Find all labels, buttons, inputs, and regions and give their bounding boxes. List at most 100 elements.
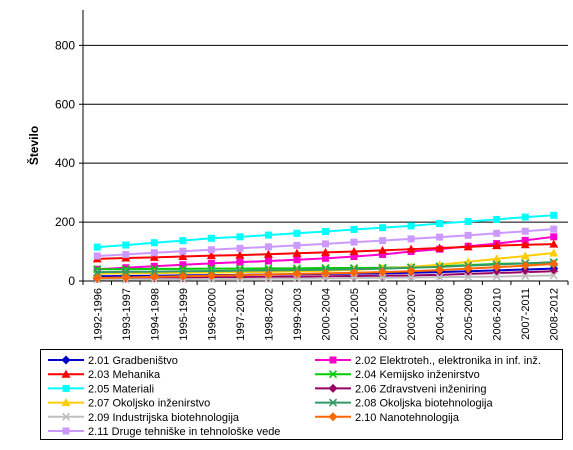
data-point xyxy=(293,241,301,249)
data-point xyxy=(292,269,302,279)
data-point xyxy=(149,252,159,261)
data-point xyxy=(350,238,358,246)
data-point xyxy=(492,241,502,250)
data-point xyxy=(521,213,529,221)
x-tick-label: 2007-2011 xyxy=(520,288,532,340)
data-point xyxy=(150,267,159,276)
legend-label: 2.11 Druge tehniške in tehnološke vede xyxy=(88,426,280,438)
data-point xyxy=(264,231,272,239)
legend-item: 2.04 Kemijsko inženirstvo xyxy=(315,369,480,381)
data-point xyxy=(321,274,330,283)
data-point xyxy=(493,215,501,223)
legend-label: 2.04 Kemijsko inženirstvo xyxy=(355,369,480,381)
data-point xyxy=(520,261,530,271)
data-point xyxy=(549,271,558,280)
x-tick-label: 2005-2009 xyxy=(463,288,475,341)
legend: 2.01 Gradbeništvo 2.02 Elektroteh., elekt… xyxy=(40,349,563,440)
x-tick-label: 1995-1999 xyxy=(178,288,190,341)
legend-label: 2.06 Zdravstveni inženiring xyxy=(355,383,486,395)
data-point xyxy=(406,266,416,276)
data-point xyxy=(520,251,530,260)
series xyxy=(93,211,558,251)
data-point xyxy=(349,247,359,256)
data-point xyxy=(236,244,244,252)
data-point xyxy=(328,383,338,393)
data-point xyxy=(207,246,215,254)
data-point xyxy=(378,245,388,254)
data-point xyxy=(349,268,359,278)
data-point xyxy=(322,228,329,236)
data-point xyxy=(322,240,329,248)
data-point xyxy=(550,233,558,241)
data-point xyxy=(293,229,301,237)
gridlines xyxy=(83,44,568,223)
legend-item: 2.08 Okoljska biotehnologija xyxy=(315,398,493,410)
data-point xyxy=(349,273,359,283)
data-point xyxy=(550,225,558,233)
data-point xyxy=(407,273,416,282)
x-tick-label: 2003-2007 xyxy=(406,288,418,341)
data-point xyxy=(121,272,131,282)
x-tick-label: 2001-2005 xyxy=(349,288,361,341)
legend-item: 2.01 Gradbeništvo xyxy=(48,355,178,367)
data-point xyxy=(61,355,71,365)
legend-item: 2.11 Druge tehniške in tehnološke vede xyxy=(48,426,280,438)
data-point xyxy=(492,262,502,272)
data-point xyxy=(178,252,188,261)
data-point xyxy=(122,241,130,249)
data-point xyxy=(150,239,158,247)
data-point xyxy=(235,250,245,259)
y-tick-label: 400 xyxy=(55,156,75,170)
data-point xyxy=(436,220,444,228)
data-point xyxy=(150,249,158,257)
legend-label: 2.10 Nanotehnologija xyxy=(355,412,460,424)
series xyxy=(92,259,559,283)
data-point xyxy=(463,264,473,274)
data-point xyxy=(207,266,216,276)
legend-label: 2.08 Okoljska biotehnologija xyxy=(355,398,493,410)
data-point xyxy=(61,412,71,421)
data-point xyxy=(407,235,415,243)
data-point xyxy=(206,251,216,260)
data-point xyxy=(520,240,530,249)
series-lines xyxy=(92,211,559,284)
data-point xyxy=(378,273,387,282)
data-point xyxy=(493,229,501,237)
data-point xyxy=(293,256,301,264)
data-point xyxy=(435,265,445,275)
data-point xyxy=(549,259,559,269)
data-point xyxy=(464,231,472,239)
data-point xyxy=(550,211,558,219)
data-point xyxy=(379,237,387,245)
legend-label: 2.03 Mehanika xyxy=(88,369,161,381)
data-point xyxy=(264,257,272,265)
data-point xyxy=(463,242,473,251)
data-point xyxy=(549,239,559,248)
data-point xyxy=(407,222,415,230)
x-tick-label: 2004-2008 xyxy=(435,288,447,341)
data-point xyxy=(93,243,101,251)
legend-label: 2.01 Gradbeništvo xyxy=(88,355,178,367)
data-point xyxy=(62,384,70,392)
data-point xyxy=(492,254,502,263)
data-point xyxy=(292,248,302,257)
data-point xyxy=(122,250,130,258)
data-point xyxy=(61,369,71,378)
data-point xyxy=(121,267,130,276)
data-point xyxy=(61,398,71,407)
x-tick-label: 1997-2001 xyxy=(235,288,247,341)
data-point xyxy=(206,271,216,281)
data-point xyxy=(321,247,330,256)
data-point xyxy=(122,264,130,272)
legend-item: 2.03 Mehanika xyxy=(48,369,161,381)
data-point xyxy=(379,250,387,258)
data-point xyxy=(179,237,187,245)
data-point xyxy=(435,273,444,282)
axes: 0 200 400 600 800 Število 1992-1996 1993-1997 19… xyxy=(26,10,569,341)
data-point xyxy=(236,233,244,241)
data-point xyxy=(378,267,388,277)
data-point xyxy=(150,262,158,270)
y-axis-label: Število xyxy=(26,126,41,165)
legend-label: 2.02 Elektroteh., elektronika in inf. in… xyxy=(355,355,541,367)
